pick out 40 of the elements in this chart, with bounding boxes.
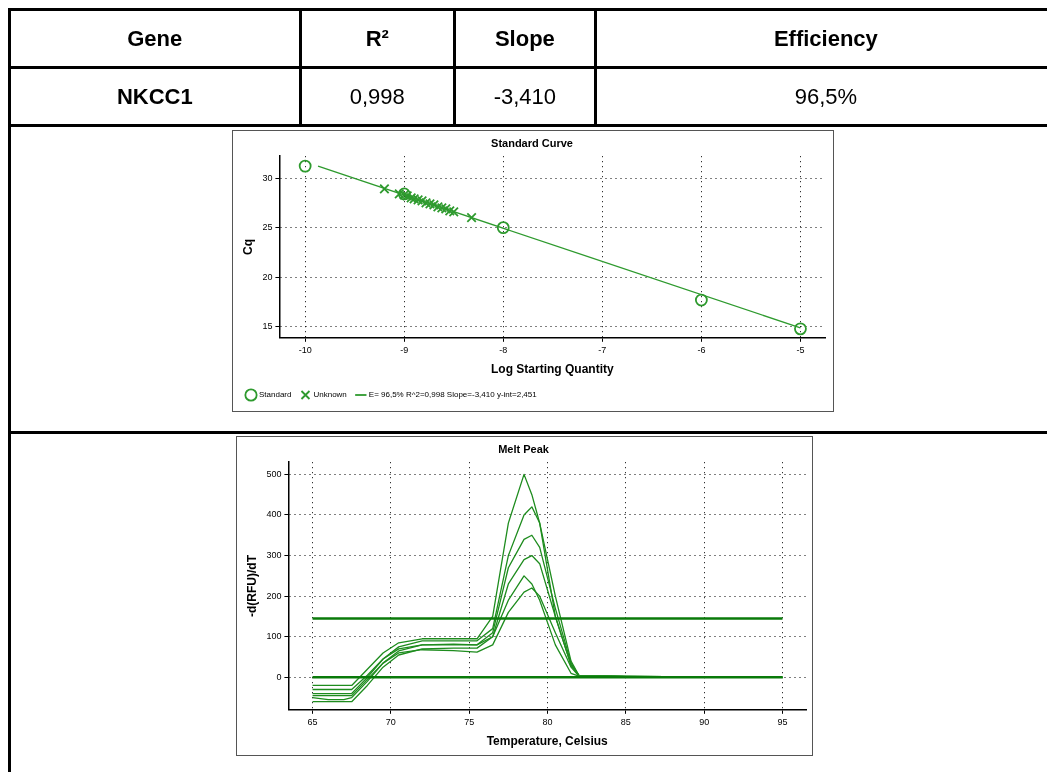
x-axis-title: Temperature, Celsius [486,734,609,749]
x-tick-label: 90 [699,716,710,727]
y-tick-label: 300 [266,550,282,561]
y-tick-label: 400 [266,509,282,520]
legend-label: Unknown [313,390,347,400]
text: 96,5% [595,67,1047,126]
y-tick-label: 0 [276,671,282,682]
chart-title: Melt Peak [498,442,550,455]
x-tick-label: -7 [598,344,607,355]
text: Efficiency [595,9,1047,68]
x-tick-label: 80 [542,716,553,727]
y-tick-label: 20 [262,271,273,282]
y-tick-label: 25 [262,222,273,233]
x-tick-label: -10 [298,344,312,355]
y-tick-label: 30 [262,172,273,183]
legend-label: Standard [259,390,292,400]
text: 0,998 [300,67,455,126]
text: -3,410 [454,67,596,126]
y-tick-label: 100 [266,631,282,642]
y-axis-title: -d(RFU)/dT [244,554,259,617]
text: Slope [454,9,596,68]
y-axis-title: Cq [240,239,255,255]
legend-label: E= 96,5% R^2=0,998 Slope=-3,410 y-int=2,451 [368,390,538,400]
x-tick-label: -5 [796,344,805,355]
y-tick-label: 15 [262,321,273,332]
x-tick-label: -9 [400,344,409,355]
y-tick-label: 500 [266,468,282,479]
x-tick-label: 70 [385,716,396,727]
x-tick-label: -6 [697,344,706,355]
y-tick-label: 200 [266,590,282,601]
text: Gene [9,9,301,68]
text: R² [300,9,455,68]
x-tick-label: 65 [307,716,318,727]
chart-title: Standard Curve [491,136,573,149]
x-tick-label: 85 [620,716,631,727]
x-tick-label: -8 [499,344,508,355]
x-tick-label: 95 [777,716,788,727]
x-axis-title: Log Starting Quantity [490,362,614,377]
text: NKCC1 [9,67,301,126]
x-tick-label: 75 [464,716,475,727]
